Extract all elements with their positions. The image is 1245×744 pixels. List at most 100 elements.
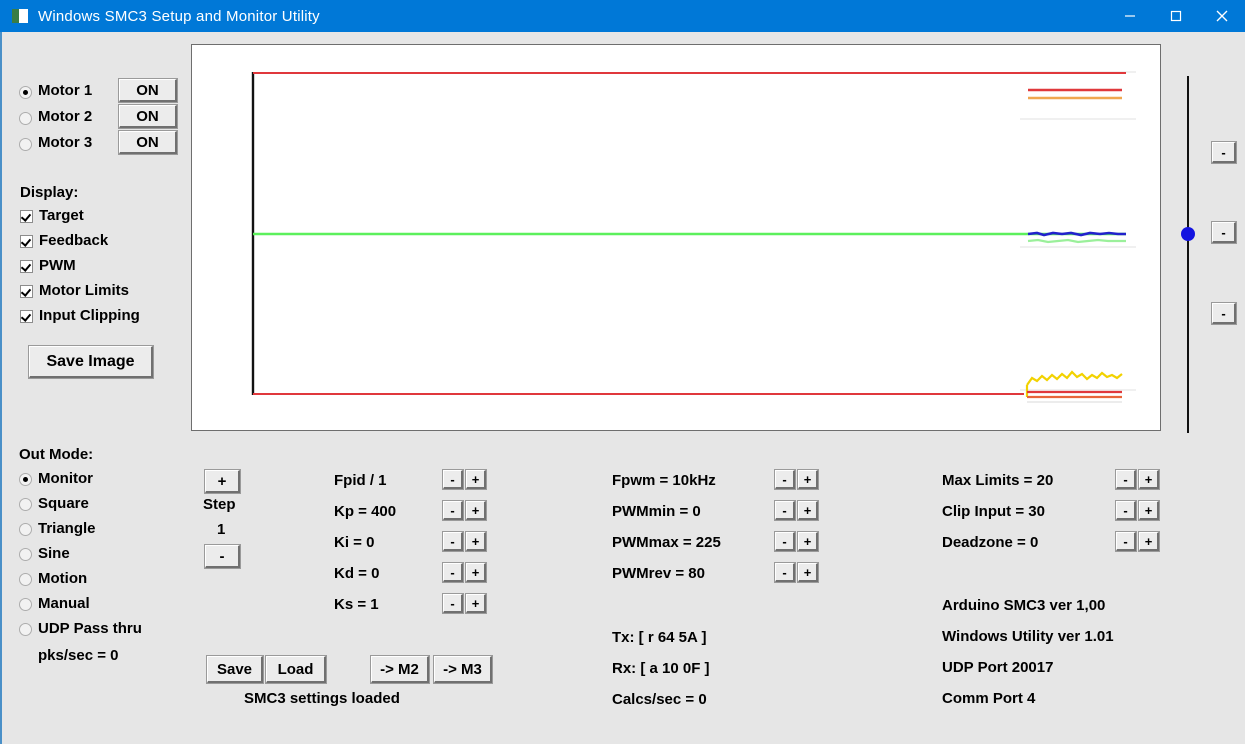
checkbox-motor-limits[interactable] [20, 285, 33, 298]
fpwm-stepper: - + [774, 469, 819, 490]
max-limits-minus-button[interactable]: - [1115, 469, 1137, 490]
pwmmin-minus-button[interactable]: - [774, 500, 796, 521]
max-limits-plus-button[interactable]: + [1138, 469, 1160, 490]
clip-input-minus-button[interactable]: - [1115, 500, 1137, 521]
checkbox-pwm[interactable] [20, 260, 33, 273]
pwmmin-plus-button[interactable]: + [797, 500, 819, 521]
kp-plus-button[interactable]: + [465, 500, 487, 521]
radio-motor-1[interactable] [19, 86, 32, 99]
load-button[interactable]: Load [265, 655, 327, 684]
checkbox-pwm-label: PWM [39, 257, 76, 274]
radio-monitor-label: Monitor [38, 470, 93, 487]
pwmmax-minus-button[interactable]: - [774, 531, 796, 552]
motor-1-on-button[interactable]: ON [118, 78, 178, 103]
radio-manual-label: Manual [38, 595, 90, 612]
radio-udp-pass-thru[interactable] [19, 623, 32, 636]
ki-plus-button[interactable]: + [465, 531, 487, 552]
kd-plus-button[interactable]: + [465, 562, 487, 583]
kp-stepper: - + [442, 500, 487, 521]
minimize-button[interactable] [1107, 0, 1153, 32]
fpwm-plus-button[interactable]: + [797, 469, 819, 490]
checkbox-feedback-label: Feedback [39, 232, 109, 249]
radio-monitor[interactable] [19, 473, 32, 486]
step-increase-button[interactable]: + [204, 469, 241, 494]
radio-square[interactable] [19, 498, 32, 511]
tx-status: Tx: [ r 64 5A ] [612, 629, 707, 646]
motor-2-on-button[interactable]: ON [118, 104, 178, 129]
scale-minus-button-2[interactable]: - [1211, 221, 1237, 244]
fpid-label: Fpid / 1 [334, 472, 387, 489]
pwmrev-plus-button[interactable]: + [797, 562, 819, 583]
radio-motion[interactable] [19, 573, 32, 586]
fpwm-minus-button[interactable]: - [774, 469, 796, 490]
motor-3-on-button[interactable]: ON [118, 130, 178, 155]
settings-status-text: SMC3 settings loaded [244, 690, 400, 707]
kp-minus-button[interactable]: - [442, 500, 464, 521]
motor-3-label: Motor 3 [38, 134, 93, 151]
checkbox-motor-limits-label: Motor Limits [39, 282, 129, 299]
kd-label: Kd = 0 [334, 565, 380, 582]
window-title: Windows SMC3 Setup and Monitor Utility [38, 7, 320, 25]
ks-plus-button[interactable]: + [465, 593, 487, 614]
rx-status: Rx: [ a 10 0F ] [612, 660, 710, 677]
radio-triangle[interactable] [19, 523, 32, 536]
deadzone-plus-button[interactable]: + [1138, 531, 1160, 552]
utility-version: Windows Utility ver 1.01 [942, 628, 1114, 645]
arduino-version: Arduino SMC3 ver 1,00 [942, 597, 1106, 614]
radio-sine[interactable] [19, 548, 32, 561]
udp-port: UDP Port 20017 [942, 659, 1054, 676]
save-image-button[interactable]: Save Image [28, 345, 154, 379]
scale-minus-button-3[interactable]: - [1211, 302, 1237, 325]
scope-graph-panel[interactable] [191, 44, 1161, 431]
step-decrease-button[interactable]: - [204, 544, 241, 569]
max-limits-label: Max Limits = 20 [942, 472, 1054, 489]
pwmrev-minus-button[interactable]: - [774, 562, 796, 583]
fpid-stepper: - + [442, 469, 487, 490]
copy-to-m3-button[interactable]: -> M3 [433, 655, 493, 684]
scale-minus-button-1[interactable]: - [1211, 141, 1237, 164]
out-mode-heading: Out Mode: [19, 446, 94, 463]
close-button[interactable] [1199, 0, 1245, 32]
fpid-plus-button[interactable]: + [465, 469, 487, 490]
checkbox-feedback[interactable] [20, 235, 33, 248]
save-button[interactable]: Save [206, 655, 264, 684]
fpwm-label: Fpwm = 10kHz [612, 472, 716, 489]
pwmmax-stepper: - + [774, 531, 819, 552]
radio-motion-label: Motion [38, 570, 88, 587]
radio-motor-2[interactable] [19, 112, 32, 125]
pwmmin-stepper: - + [774, 500, 819, 521]
ki-minus-button[interactable]: - [442, 531, 464, 552]
radio-square-label: Square [38, 495, 89, 512]
ks-minus-button[interactable]: - [442, 593, 464, 614]
kd-minus-button[interactable]: - [442, 562, 464, 583]
clip-input-plus-button[interactable]: + [1138, 500, 1160, 521]
ki-label: Ki = 0 [334, 534, 375, 551]
title-bar: Windows SMC3 Setup and Monitor Utility [0, 0, 1245, 32]
slider-thumb[interactable] [1181, 227, 1195, 241]
pwmrev-label: PWMrev = 80 [612, 565, 705, 582]
kp-label: Kp = 400 [334, 503, 397, 520]
scope-graph [251, 71, 1136, 403]
slider-track[interactable] [1187, 76, 1189, 433]
checkbox-target[interactable] [20, 210, 33, 223]
graph-faint-guides [1020, 71, 1136, 391]
checkbox-input-clipping[interactable] [20, 310, 33, 323]
step-value: 1 [217, 521, 226, 538]
fpid-minus-button[interactable]: - [442, 469, 464, 490]
radio-motor-3[interactable] [19, 138, 32, 151]
pwmmin-label: PWMmin = 0 [612, 503, 701, 520]
maximize-button[interactable] [1153, 0, 1199, 32]
pwmrev-stepper: - + [774, 562, 819, 583]
radio-manual[interactable] [19, 598, 32, 611]
max-limits-stepper: - + [1115, 469, 1160, 490]
pwmmax-plus-button[interactable]: + [797, 531, 819, 552]
ki-stepper: - + [442, 531, 487, 552]
ks-stepper: - + [442, 593, 487, 614]
client-area: Motor 1 ON Motor 2 ON Motor 3 ON Display… [0, 32, 1245, 744]
deadzone-minus-button[interactable]: - [1115, 531, 1137, 552]
step-caption: Step [203, 496, 236, 513]
kd-stepper: - + [442, 562, 487, 583]
window-controls [1107, 0, 1245, 32]
pks-per-sec-value: pks/sec = 0 [38, 647, 119, 664]
copy-to-m2-button[interactable]: -> M2 [370, 655, 430, 684]
